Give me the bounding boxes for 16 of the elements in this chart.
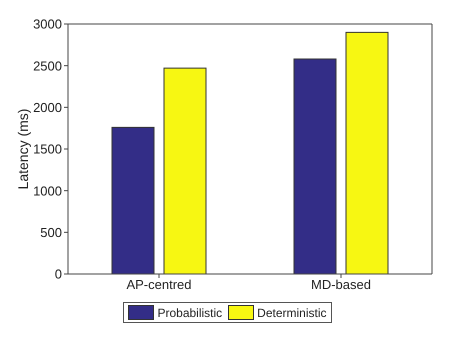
y-tick-label: 1500 [33,142,62,157]
y-tick-label: 500 [40,224,62,240]
legend-label: Probabilistic [156,305,222,320]
y-tick-label: 1000 [33,183,62,198]
x-tick-label: MD-based [311,277,371,292]
x-tick-label: AP-centred [126,277,192,292]
y-axis-title: Latency (ms) [15,108,31,190]
legend-label: Deterministic [256,305,327,320]
y-tick-label: 2500 [33,58,62,74]
bar [294,58,336,274]
bar [112,126,154,274]
y-tick-label: 2000 [33,100,62,115]
bar [164,68,206,274]
bar [346,32,388,274]
y-tick-label: 0 [54,266,62,282]
y-tick-label: 3000 [33,16,62,32]
